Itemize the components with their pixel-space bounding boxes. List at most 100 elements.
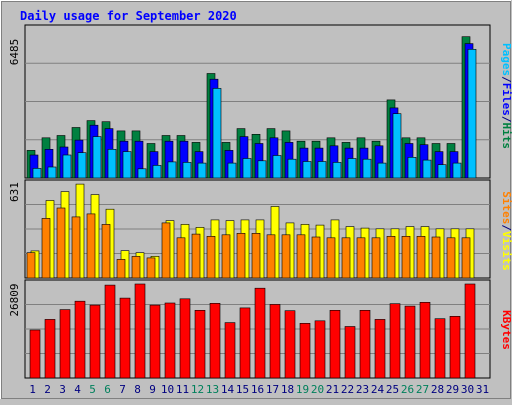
x-label-12: 12 xyxy=(191,383,204,396)
bar-pages-24 xyxy=(377,162,387,179)
x-label-13: 13 xyxy=(206,383,219,396)
bar-sites-21 xyxy=(326,237,336,279)
bar-kbytes-30 xyxy=(464,283,476,379)
x-label-7: 7 xyxy=(119,383,126,396)
chart-bars xyxy=(26,36,477,379)
bar-sites-2 xyxy=(41,218,51,279)
bar-pages-27 xyxy=(422,159,432,179)
x-label-27: 27 xyxy=(416,383,429,396)
bar-kbytes-20 xyxy=(314,320,326,379)
bar-pages-3 xyxy=(62,154,72,179)
max-label-kbytes: 26809 xyxy=(8,283,21,316)
series-label-sites-visits: Sites/Visits xyxy=(500,191,512,271)
outer-border-dark xyxy=(1,1,511,399)
bar-pages-30 xyxy=(467,48,477,179)
bar-sites-11 xyxy=(176,237,186,279)
bar-kbytes-5 xyxy=(89,304,101,379)
x-label-10: 10 xyxy=(161,383,174,396)
bar-kbytes-26 xyxy=(404,305,416,379)
x-label-22: 22 xyxy=(341,383,354,396)
bar-kbytes-8 xyxy=(134,283,146,379)
bar-sites-13 xyxy=(206,236,216,279)
x-label-31: 31 xyxy=(476,383,489,396)
series-label-sites-visits-part-2: / xyxy=(500,224,512,231)
bar-pages-15 xyxy=(242,158,252,179)
bar-sites-5 xyxy=(86,213,96,279)
max-label-hits: 6485 xyxy=(8,39,21,66)
bar-kbytes-12 xyxy=(194,309,206,379)
bar-kbytes-23 xyxy=(359,309,371,379)
bar-kbytes-22 xyxy=(344,326,356,379)
bar-sites-1 xyxy=(26,252,36,279)
series-label-pages-files-hits-part-4: / xyxy=(500,116,512,123)
bar-kbytes-21 xyxy=(329,309,341,379)
bar-sites-18 xyxy=(281,234,291,279)
bar-sites-7 xyxy=(116,259,126,279)
bar-pages-19 xyxy=(302,161,312,179)
bar-sites-27 xyxy=(416,236,426,279)
bar-pages-4 xyxy=(77,152,87,179)
series-label-pages-files-hits-part-5: Hits xyxy=(500,123,512,150)
x-label-29: 29 xyxy=(446,383,459,396)
bar-kbytes-24 xyxy=(374,319,386,379)
bar-pages-14 xyxy=(227,162,237,179)
bar-sites-17 xyxy=(266,234,276,279)
bar-sites-29 xyxy=(446,237,456,279)
bar-sites-19 xyxy=(296,234,306,279)
bar-kbytes-15 xyxy=(239,307,251,379)
bar-kbytes-1 xyxy=(29,329,41,379)
chart-title: Daily usage for September 2020 xyxy=(20,9,237,23)
bar-kbytes-14 xyxy=(224,322,236,379)
x-label-14: 14 xyxy=(221,383,235,396)
bar-sites-30 xyxy=(461,237,471,279)
bar-sites-10 xyxy=(161,222,171,279)
x-label-3: 3 xyxy=(59,383,66,396)
bar-pages-28 xyxy=(437,164,447,179)
x-label-9: 9 xyxy=(149,383,156,396)
bar-pages-11 xyxy=(182,162,192,179)
x-label-5: 5 xyxy=(89,383,96,396)
bar-sites-20 xyxy=(311,236,321,279)
bar-sites-14 xyxy=(221,234,231,279)
bar-sites-26 xyxy=(401,236,411,279)
bar-pages-25 xyxy=(392,113,402,179)
bar-pages-20 xyxy=(317,161,327,179)
bar-sites-9 xyxy=(146,257,156,279)
x-label-28: 28 xyxy=(431,383,444,396)
bar-kbytes-17 xyxy=(269,304,281,379)
bar-kbytes-7 xyxy=(119,297,131,379)
bar-pages-8 xyxy=(137,168,147,179)
bar-sites-8 xyxy=(131,256,141,279)
bar-pages-21 xyxy=(332,162,342,179)
x-label-21: 21 xyxy=(326,383,339,396)
bar-sites-6 xyxy=(101,224,111,279)
bar-pages-26 xyxy=(407,157,417,179)
x-label-6: 6 xyxy=(104,383,111,396)
bar-kbytes-10 xyxy=(164,302,176,379)
bar-kbytes-18 xyxy=(284,310,296,379)
bar-pages-2 xyxy=(47,166,57,179)
x-label-23: 23 xyxy=(356,383,369,396)
bar-sites-16 xyxy=(251,233,261,279)
series-label-pages-files-hits-part-2: / xyxy=(500,76,512,83)
x-label-24: 24 xyxy=(371,383,385,396)
bar-pages-29 xyxy=(452,162,462,179)
bar-pages-17 xyxy=(272,155,282,179)
x-label-16: 16 xyxy=(251,383,264,396)
bar-sites-15 xyxy=(236,233,246,279)
bar-sites-4 xyxy=(71,216,81,279)
x-label-15: 15 xyxy=(236,383,249,396)
x-label-8: 8 xyxy=(134,383,141,396)
bar-pages-1 xyxy=(32,168,42,179)
x-label-18: 18 xyxy=(281,383,294,396)
bar-kbytes-25 xyxy=(389,303,401,379)
bar-kbytes-28 xyxy=(434,318,446,379)
x-label-11: 11 xyxy=(176,383,189,396)
series-label-sites-visits-part-1: Sites xyxy=(500,191,512,224)
bar-pages-23 xyxy=(362,158,372,179)
bar-pages-22 xyxy=(347,158,357,179)
series-label-sites-visits-part-3: Visits xyxy=(500,231,512,271)
bar-kbytes-3 xyxy=(59,309,71,379)
bar-pages-5 xyxy=(92,136,102,179)
